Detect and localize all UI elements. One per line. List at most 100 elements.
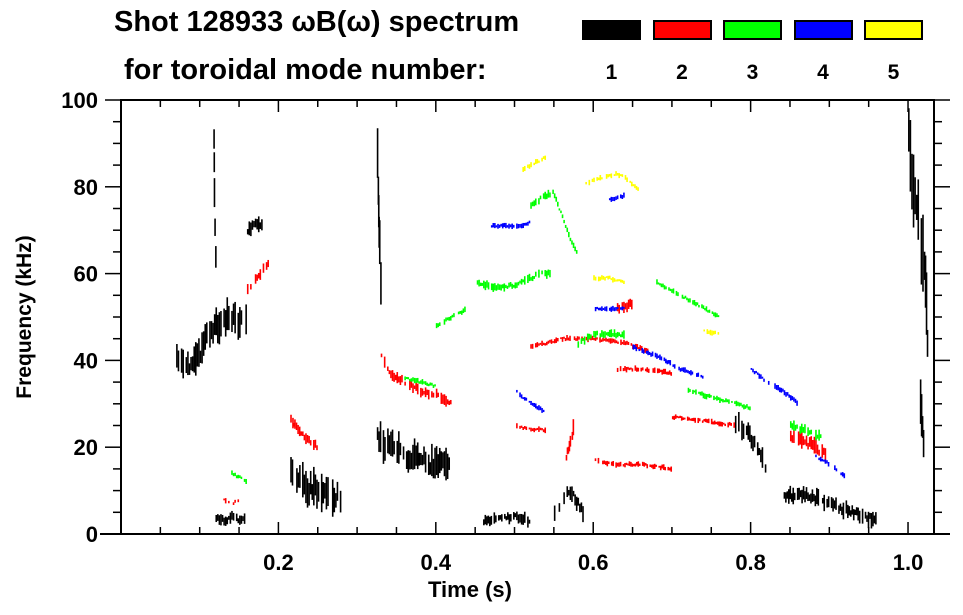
spectrum-mark <box>804 424 806 434</box>
spectrum-mark <box>613 196 616 202</box>
spectrum-mark <box>805 487 808 499</box>
spectrum-mark <box>710 418 713 425</box>
spectrum-mark <box>872 511 874 527</box>
spectrum-mark <box>407 377 410 380</box>
spectrum-mark <box>481 282 484 286</box>
spectrum-mark <box>550 339 553 344</box>
spectrum-mark <box>591 178 594 182</box>
spectrum-mark <box>679 368 682 372</box>
spectrum-mark <box>533 162 536 166</box>
spectrum-mark <box>610 196 613 202</box>
spectrum-mark <box>256 274 258 281</box>
spectrum-mark <box>588 333 591 339</box>
spectrum-mark <box>695 302 697 307</box>
spectrum-mark <box>449 316 452 321</box>
spectrum-mark <box>512 224 515 228</box>
spectrum-mark <box>802 486 805 500</box>
spectrum-mark <box>653 463 656 469</box>
spectrum-mark <box>605 276 608 278</box>
spectrum-mark <box>647 368 650 373</box>
spectrum-mark <box>794 424 797 431</box>
spectrum-mark <box>734 401 736 404</box>
spectrum-mark <box>719 397 721 403</box>
spectrum-mark <box>498 224 501 228</box>
spectrum-mark <box>756 442 759 456</box>
spectrum-mark <box>713 420 716 425</box>
spectrum-mark <box>519 392 521 398</box>
spectrum-mark <box>438 322 441 327</box>
spectrum-mark <box>610 278 613 281</box>
spectrum-mark <box>513 512 515 520</box>
spectrum-mark <box>813 436 816 454</box>
spectrum-mark <box>297 472 300 488</box>
spectrum-mark <box>593 275 595 281</box>
spectrum-mark <box>696 302 699 306</box>
spectrum-mark <box>308 482 310 506</box>
spectrum-mark <box>601 330 603 337</box>
spectrum-mark <box>420 380 422 384</box>
spectrum-mark <box>564 338 567 342</box>
spectrum-mark <box>446 399 449 405</box>
spectrum-mark <box>823 494 826 512</box>
spectrum-mark <box>643 462 646 467</box>
spectrum-mark <box>612 338 615 343</box>
spectrum-mark <box>405 451 408 469</box>
spectrum-mark <box>681 294 684 299</box>
spectrum-mark <box>534 159 537 165</box>
spectrum-mark <box>572 490 575 497</box>
spectrum-mark <box>569 335 571 341</box>
spectrum-mark <box>611 338 613 344</box>
spectrum-mark <box>925 272 928 335</box>
spectrum-mark <box>509 281 512 287</box>
spectrum-mark <box>631 368 634 372</box>
spectrum-mark <box>215 246 217 268</box>
spectrum-mark <box>542 409 545 413</box>
spectrum-mark <box>577 497 580 506</box>
spectrum-mark <box>542 429 545 433</box>
spectrum-mark <box>713 312 715 317</box>
spectrum-mark <box>924 255 927 308</box>
spectrum-mark <box>325 476 328 510</box>
spectrum-mark <box>256 219 258 230</box>
spectrum-mark <box>416 383 419 395</box>
spectrum-mark <box>382 430 385 464</box>
spectrum-mark <box>297 424 299 435</box>
spectrum-mark <box>536 342 539 348</box>
spectrum-mark <box>443 394 446 405</box>
spectrum-mark <box>811 489 814 502</box>
spectrum-mark <box>730 422 732 426</box>
spectrum-mark <box>503 222 506 228</box>
spectrum-mark <box>500 284 502 291</box>
spectrum-mark <box>522 397 524 400</box>
spectrum-mark <box>415 382 417 391</box>
spectrum-mark <box>788 489 790 504</box>
spectrum-mark <box>802 436 805 446</box>
spectrum-mark <box>653 367 656 373</box>
spectrum-mark <box>542 156 545 159</box>
spectrum-mark <box>296 468 298 493</box>
spectrum-mark <box>383 356 386 368</box>
spectrum-mark <box>785 392 787 397</box>
spectrum-mark <box>775 385 778 390</box>
spectrum-mark <box>747 406 750 410</box>
spectrum-mark <box>209 321 211 348</box>
spectrum-mark <box>632 184 635 187</box>
spectrum-mark <box>324 483 326 499</box>
spectrum-mark <box>412 444 414 470</box>
spectrum-mark <box>749 425 751 443</box>
spectrum-mark <box>662 283 664 288</box>
legend-label-3: 3 <box>746 61 759 84</box>
spectrum-mark <box>536 406 539 410</box>
spectrum-mark <box>423 390 425 395</box>
spectrum-mark <box>198 338 200 367</box>
spectrum-mark <box>431 443 433 477</box>
spectrum-mark <box>333 487 336 513</box>
spectrum-mark <box>701 391 703 396</box>
spectrum-mark <box>672 288 675 294</box>
spectrum-mark <box>670 372 673 376</box>
spectrum-mark <box>596 330 598 336</box>
spectrum-mark <box>254 274 257 284</box>
spectrum-mark <box>597 276 600 282</box>
spectrum-mark <box>821 444 824 458</box>
spectrum-mark <box>791 396 794 401</box>
